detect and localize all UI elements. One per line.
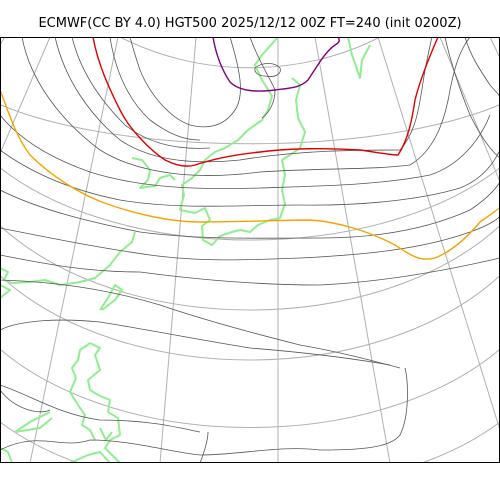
longitude-lines [0,37,500,463]
coastlines [0,37,371,463]
height-contours [0,37,500,463]
contour-red [92,37,439,167]
chart-title: ECMWF(CC BY 4.0) HGT500 2025/12/12 00Z F… [38,16,462,31]
latitude-lines [0,37,500,463]
contour-orange [0,89,500,260]
contour-purple-low [212,37,340,92]
